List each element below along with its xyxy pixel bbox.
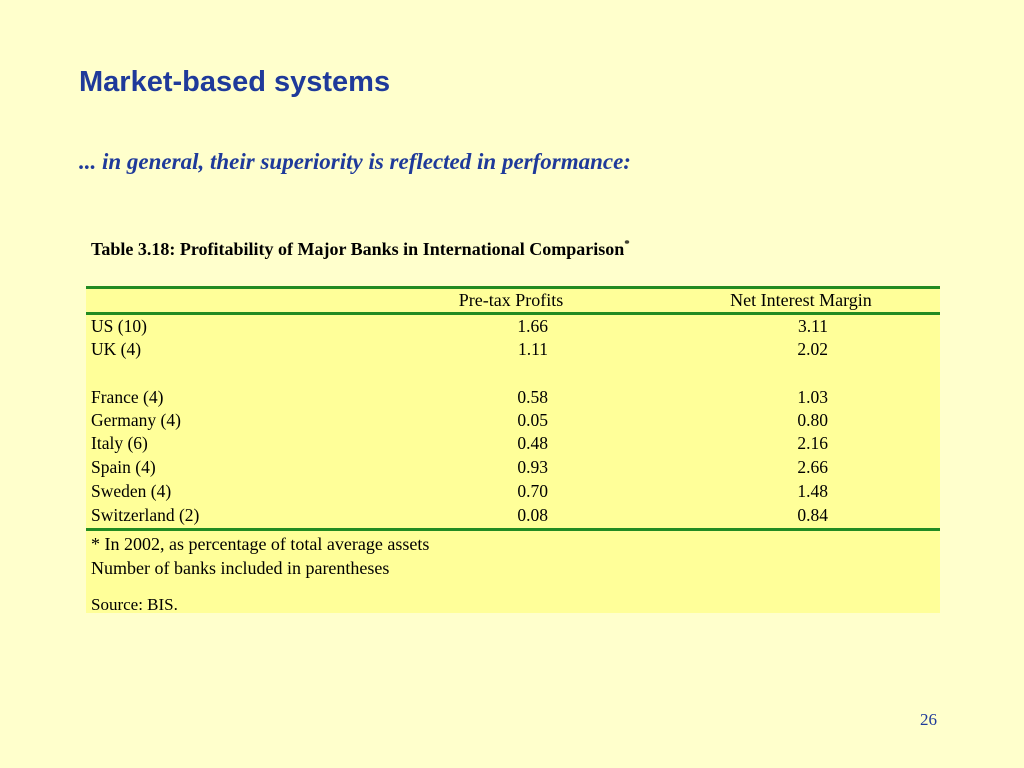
table-row-nim: 0.84 — [797, 505, 828, 525]
table-row-nim: 2.66 — [797, 457, 828, 477]
table-row-pretax: 0.58 — [517, 387, 548, 407]
table-source: Source: BIS. — [91, 595, 178, 614]
table-row-country: UK (4) — [91, 339, 142, 359]
table-row-nim: 2.02 — [797, 339, 828, 359]
table-caption-text: Table 3.18: Profitability of Major Banks… — [91, 239, 625, 259]
table-row-country: Germany (4) — [91, 410, 181, 430]
page-number: 26 — [920, 710, 937, 729]
table-row-country: Sweden (4) — [91, 481, 172, 501]
table-row-pretax: 0.48 — [517, 433, 548, 453]
column-header-pretax-profits: Pre-tax Profits — [458, 290, 564, 310]
table-row-pretax: 0.08 — [517, 505, 548, 525]
table-row-country: US (10) — [91, 316, 147, 336]
table-row-nim: 3.11 — [798, 316, 828, 336]
table-row-nim: 1.48 — [797, 481, 828, 501]
slide-title: Market-based systems — [79, 66, 391, 98]
table-row-pretax: 0.05 — [517, 410, 548, 430]
column-header-net-interest-margin: Net Interest Margin — [730, 290, 872, 310]
table-row-nim: 2.16 — [797, 433, 828, 453]
table-row-country: France (4) — [91, 387, 164, 407]
table-header-rule — [86, 312, 940, 315]
profitability-table: Pre-tax Profits Net Interest Margin US (… — [86, 286, 940, 614]
table-row-country: Switzerland (2) — [91, 505, 200, 525]
table-bottom-rule — [86, 528, 940, 531]
table-row-country: Spain (4) — [91, 457, 156, 477]
table-row-nim: 0.80 — [797, 410, 828, 430]
slide-subtitle: ... in general, their superiority is ref… — [79, 149, 631, 174]
table-caption: Table 3.18: Profitability of Major Banks… — [91, 238, 630, 260]
table-row-pretax: 1.66 — [517, 316, 548, 336]
table-footnote: * In 2002, as percentage of total averag… — [91, 534, 430, 554]
table-row-pretax: 0.70 — [517, 481, 548, 501]
table-row-country: Italy (6) — [91, 433, 148, 453]
table-footnote: Number of banks included in parentheses — [91, 558, 390, 578]
table-row-pretax: 0.93 — [517, 457, 548, 477]
table-row-nim: 1.03 — [797, 387, 828, 407]
table-top-rule — [86, 286, 940, 289]
table-row-pretax: 1.11 — [518, 339, 548, 359]
table-caption-footnote-mark: * — [624, 238, 630, 250]
